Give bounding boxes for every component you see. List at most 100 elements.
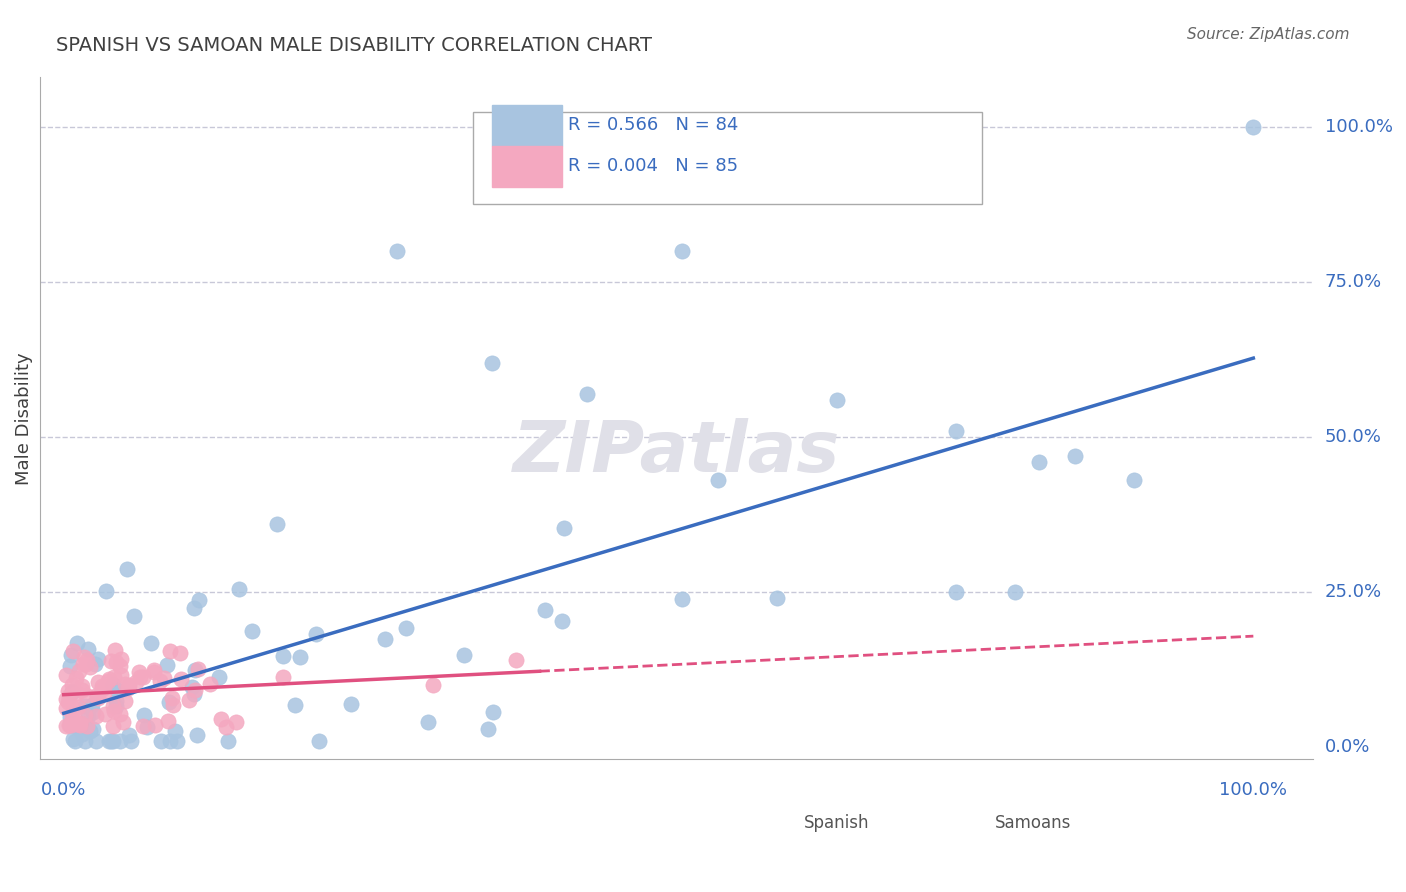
- Spanish: [240, 624, 263, 639]
- Spanish: [482, 705, 505, 719]
- Samoans: [86, 690, 108, 705]
- Text: 100.0%: 100.0%: [1219, 781, 1288, 799]
- Samoans: [55, 719, 77, 733]
- Spanish: [150, 734, 173, 748]
- Samoans: [67, 699, 90, 714]
- Spanish: [59, 710, 82, 724]
- Spanish: [104, 694, 127, 708]
- Spanish: [135, 720, 157, 734]
- Spanish: [1064, 449, 1087, 463]
- Spanish: [551, 615, 574, 629]
- Text: Source: ZipAtlas.com: Source: ZipAtlas.com: [1187, 27, 1350, 42]
- Text: 0.0%: 0.0%: [41, 781, 86, 799]
- Samoans: [79, 660, 101, 674]
- Samoans: [93, 707, 115, 722]
- Samoans: [65, 671, 87, 685]
- Spanish: [266, 517, 288, 532]
- Samoans: [108, 659, 131, 673]
- Samoans: [69, 715, 91, 730]
- Spanish: [77, 709, 100, 723]
- Spanish: [671, 591, 693, 606]
- Spanish: [82, 698, 104, 713]
- Samoans: [225, 715, 247, 730]
- Samoans: [86, 689, 108, 703]
- Samoans: [100, 654, 122, 668]
- Samoans: [162, 698, 184, 713]
- Samoans: [131, 670, 153, 684]
- Samoans: [55, 701, 77, 715]
- Spanish: [945, 585, 967, 599]
- Samoans: [128, 665, 150, 680]
- Samoans: [156, 714, 179, 728]
- Spanish: [576, 386, 599, 401]
- Spanish: [87, 652, 110, 666]
- Samoans: [271, 670, 294, 684]
- Samoans: [198, 677, 221, 691]
- Spanish: [165, 723, 187, 738]
- Spanish: [288, 649, 311, 664]
- Spanish: [183, 688, 205, 702]
- Samoans: [129, 670, 152, 684]
- Samoans: [143, 717, 166, 731]
- Spanish: [534, 603, 557, 617]
- Samoans: [58, 695, 80, 709]
- Samoans: [143, 665, 166, 679]
- Text: 100.0%: 100.0%: [1324, 118, 1393, 136]
- Spanish: [63, 734, 86, 748]
- Samoans: [75, 657, 97, 672]
- Samoans: [70, 683, 93, 698]
- Spanish: [553, 521, 575, 535]
- Samoans: [103, 704, 125, 718]
- Samoans: [66, 686, 89, 700]
- Text: SPANISH VS SAMOAN MALE DISABILITY CORRELATION CHART: SPANISH VS SAMOAN MALE DISABILITY CORREL…: [56, 36, 652, 54]
- Spanish: [308, 734, 330, 748]
- Spanish: [945, 424, 967, 438]
- Spanish: [159, 734, 181, 748]
- Spanish: [1028, 455, 1050, 469]
- Text: 50.0%: 50.0%: [1324, 428, 1382, 446]
- Spanish: [186, 728, 208, 742]
- Spanish: [120, 734, 142, 748]
- Spanish: [62, 731, 84, 746]
- Text: 75.0%: 75.0%: [1324, 273, 1382, 291]
- Samoans: [160, 691, 183, 706]
- Samoans: [75, 688, 97, 702]
- Samoans: [118, 678, 141, 692]
- Spanish: [59, 658, 82, 673]
- Samoans: [111, 714, 134, 729]
- Samoans: [103, 670, 125, 684]
- Samoans: [149, 674, 172, 689]
- Samoans: [87, 675, 110, 690]
- Spanish: [284, 698, 307, 712]
- Samoans: [93, 686, 115, 700]
- Samoans: [114, 694, 136, 708]
- Spanish: [82, 723, 104, 737]
- Samoans: [98, 672, 121, 686]
- Samoans: [132, 719, 155, 733]
- Spanish: [75, 734, 97, 748]
- Samoans: [179, 692, 201, 706]
- Samoans: [60, 711, 83, 725]
- Spanish: [83, 657, 105, 671]
- Text: 25.0%: 25.0%: [1324, 583, 1382, 601]
- Spanish: [157, 694, 180, 708]
- Spanish: [395, 622, 418, 636]
- Spanish: [59, 648, 82, 662]
- Samoans: [73, 649, 96, 664]
- Samoans: [159, 644, 181, 658]
- Spanish: [304, 626, 326, 640]
- Spanish: [156, 658, 179, 673]
- Spanish: [766, 591, 789, 606]
- Samoans: [110, 707, 132, 722]
- Samoans: [214, 720, 236, 734]
- Samoans: [63, 701, 86, 715]
- Spanish: [77, 642, 100, 657]
- Samoans: [97, 673, 120, 688]
- FancyBboxPatch shape: [472, 112, 981, 203]
- Spanish: [187, 592, 209, 607]
- Spanish: [1241, 120, 1264, 134]
- Text: R = 0.566   N = 84: R = 0.566 N = 84: [568, 116, 738, 134]
- Samoans: [422, 678, 444, 692]
- Spanish: [134, 708, 156, 723]
- Samoans: [152, 671, 174, 685]
